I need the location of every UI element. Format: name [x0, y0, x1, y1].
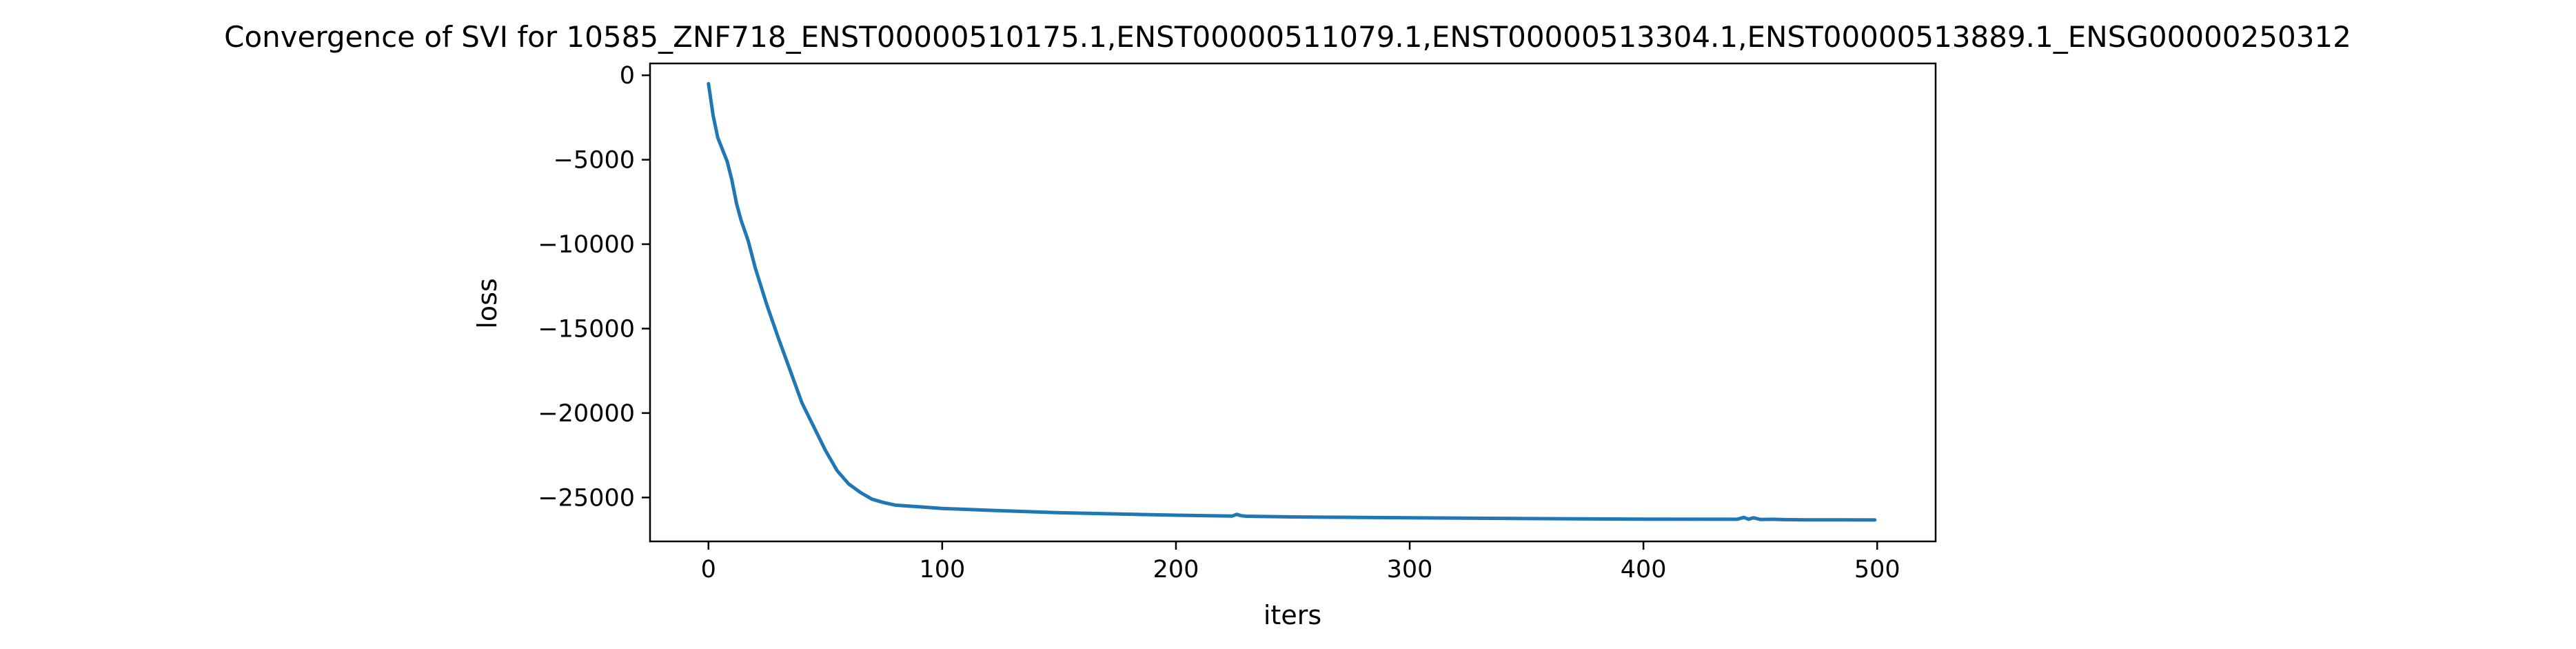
x-tick-label: 100: [919, 556, 965, 583]
y-axis: 0 −5000 −10000 −15000 −20000 −25000: [538, 62, 650, 512]
x-tick-label: 500: [1854, 556, 1900, 583]
y-tick-label: −15000: [538, 315, 635, 343]
chart-title: Convergence of SVI for 10585_ZNF718_ENST…: [224, 20, 2351, 54]
x-axis-label: iters: [1264, 600, 1321, 630]
y-tick-label: −20000: [538, 400, 635, 428]
y-axis-label: loss: [472, 278, 503, 328]
x-tick-label: 300: [1387, 556, 1433, 583]
y-tick-label: 0: [620, 62, 635, 90]
y-tick-label: −5000: [554, 147, 635, 174]
x-tick-label: 200: [1153, 556, 1199, 583]
y-tick-label: −25000: [538, 484, 635, 512]
x-tick-label: 400: [1621, 556, 1667, 583]
plot-area: [707, 81, 1877, 522]
x-axis: 0 100 200 300 400 500: [701, 541, 1900, 583]
loss-series-line: [707, 81, 1877, 522]
x-tick-label: 0: [701, 556, 716, 583]
plot-frame: [649, 62, 1937, 543]
y-tick-label: −10000: [538, 231, 635, 259]
